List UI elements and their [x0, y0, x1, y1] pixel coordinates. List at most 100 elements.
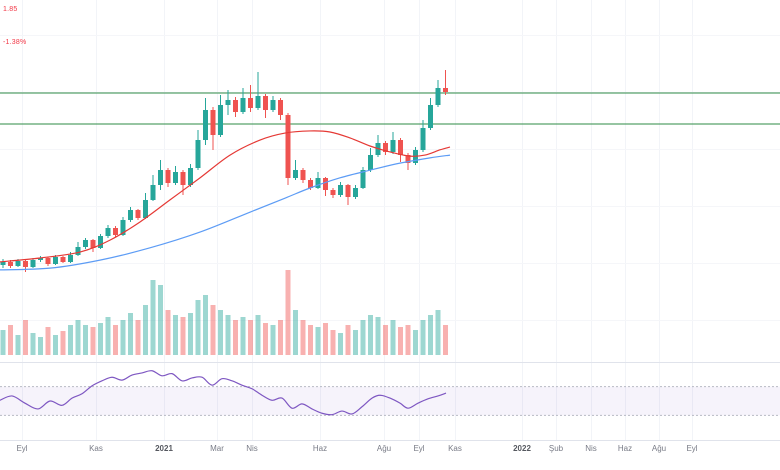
- volume-bar: [420, 320, 426, 355]
- candle: [330, 188, 336, 199]
- volume-bar: [398, 327, 403, 355]
- rsi-band: [0, 386, 780, 416]
- candle: [435, 79, 441, 108]
- volume-bar: [218, 310, 223, 355]
- volume-bar: [8, 325, 13, 355]
- volume-bar: [240, 317, 246, 355]
- volume-bar: [360, 320, 366, 355]
- time-axis-label: Eyl: [686, 444, 698, 453]
- volume-bar: [383, 325, 388, 355]
- rsi-line: [0, 370, 447, 416]
- grid-layer: [22, 0, 693, 440]
- volume-bar: [23, 320, 28, 355]
- candle: [360, 167, 366, 190]
- candle: [173, 165, 178, 185]
- price-levels: [0, 92, 780, 125]
- volume-bar: [323, 323, 328, 355]
- volume-bar: [330, 330, 336, 355]
- volume-bar: [45, 327, 51, 355]
- pane-separators: [0, 362, 780, 441]
- time-axis-label: Ağu: [651, 444, 667, 453]
- volume-bar: [443, 325, 448, 355]
- candle: [188, 163, 193, 187]
- candle: [248, 85, 253, 113]
- candle: [338, 182, 343, 198]
- volume-bar: [263, 323, 268, 355]
- volume-bar: [405, 325, 411, 355]
- time-axis-label: Haz: [312, 444, 328, 453]
- candle: [60, 255, 66, 263]
- volume-bar: [30, 333, 36, 355]
- time-axis-label: Nis: [585, 444, 597, 453]
- volume-bar: [368, 315, 373, 355]
- candle: [233, 97, 238, 117]
- volume-bar: [315, 327, 321, 355]
- volume-bar: [248, 320, 253, 355]
- candle: [240, 87, 246, 115]
- volume-bar: [225, 315, 231, 355]
- volume-bar: [158, 285, 163, 355]
- candle: [443, 70, 448, 95]
- candle: [195, 129, 201, 171]
- time-axis-label: 2022: [513, 444, 531, 453]
- legend-value-change: 1.85: [3, 6, 18, 13]
- candle: [150, 175, 156, 201]
- volume-bar: [53, 335, 58, 355]
- legend-value-percent: -1.38%: [3, 39, 27, 46]
- volume-bar: [38, 337, 43, 355]
- candle: [368, 148, 373, 172]
- volume-bar: [210, 305, 216, 355]
- candle: [210, 107, 216, 150]
- candle: [323, 177, 328, 197]
- time-axis-label: Nis: [246, 444, 258, 453]
- candle: [375, 135, 381, 157]
- candle: [315, 171, 321, 190]
- candle: [0, 259, 6, 269]
- candle: [428, 98, 433, 130]
- chart-legend: 1.85 -1.38%: [3, 6, 26, 46]
- candle: [420, 120, 426, 152]
- volume-bar: [68, 325, 73, 355]
- volume-bar: [165, 310, 171, 355]
- time-axis-label: Ağu: [376, 444, 392, 453]
- volume-bar: [285, 270, 291, 355]
- volume-bar: [390, 320, 396, 355]
- volume-bar: [435, 310, 441, 355]
- time-axis-label: Kas: [448, 444, 462, 453]
- volume-bar: [98, 323, 103, 355]
- volume-bar: [293, 310, 298, 355]
- time-axis-label: Kas: [89, 444, 103, 453]
- candle: [398, 137, 403, 163]
- volume-bar: [353, 330, 358, 355]
- candle: [98, 233, 103, 249]
- volume-bar: [105, 317, 111, 355]
- time-axis[interactable]: Eyl Kas 2021 Mar Nis Haz Ağu Eyl Kas 2022 Şub Nis Ha…: [0, 444, 780, 458]
- volume-bar: [195, 300, 201, 355]
- volume-bar: [413, 330, 418, 355]
- candle: [158, 160, 163, 191]
- candle: [353, 184, 358, 199]
- volume-bar: [135, 320, 141, 355]
- candle: [45, 256, 51, 267]
- time-axis-label: Eyl: [16, 444, 28, 453]
- candle: [128, 206, 133, 222]
- volume-bar: [143, 305, 148, 355]
- volume-bar: [0, 330, 6, 355]
- candle: [23, 260, 28, 272]
- candle: [218, 94, 223, 137]
- candle: [135, 209, 141, 220]
- volume-bar: [128, 313, 133, 355]
- candle: [203, 98, 208, 145]
- candle: [278, 98, 283, 121]
- candle: [143, 192, 148, 220]
- time-axis-label: Şub: [548, 444, 564, 453]
- candle: [383, 141, 388, 156]
- volume-bar: [60, 331, 66, 355]
- volume-bar: [300, 320, 306, 355]
- volume-bar: [120, 320, 126, 355]
- candle: [225, 90, 231, 115]
- volume-bar: [270, 325, 276, 355]
- candle: [83, 238, 88, 249]
- candle: [285, 113, 291, 185]
